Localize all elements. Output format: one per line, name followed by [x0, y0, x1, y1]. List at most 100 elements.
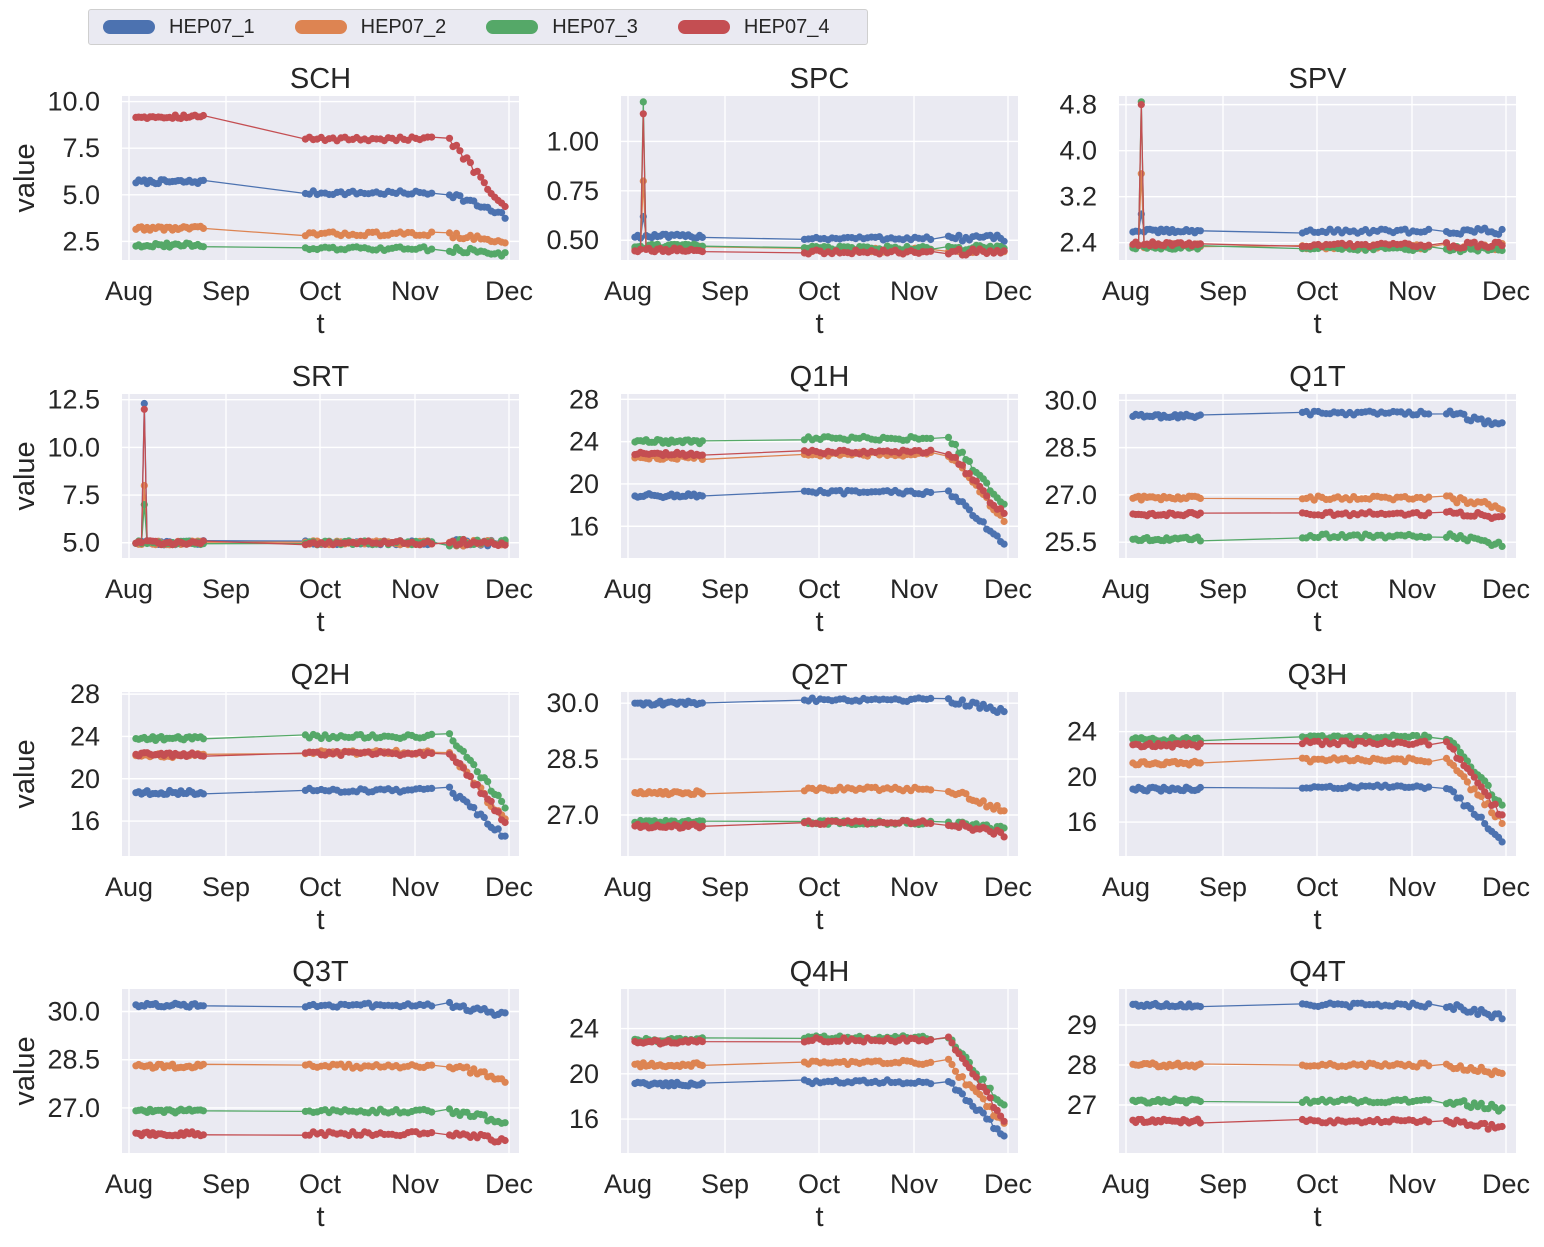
- data-point: [1425, 1118, 1433, 1126]
- data-point: [698, 248, 707, 256]
- data-point: [698, 699, 707, 707]
- x-tick-label: Aug: [604, 1169, 652, 1199]
- data-point: [494, 808, 502, 816]
- data-point: [948, 1079, 956, 1087]
- data-point: [955, 231, 963, 239]
- data-point: [927, 446, 935, 454]
- data-point: [958, 696, 967, 704]
- data-point: [428, 133, 436, 141]
- series-hep07-3: [1129, 1095, 1506, 1115]
- data-point: [698, 790, 707, 798]
- data-point: [428, 228, 436, 236]
- x-axis-label: t: [1313, 308, 1321, 340]
- data-point: [636, 245, 645, 253]
- data-point: [459, 747, 467, 755]
- x-tick-label: Dec: [984, 872, 1032, 902]
- data-point: [456, 192, 464, 200]
- y-tick-label: 5.0: [62, 180, 100, 210]
- y-tick-label: 27.0: [1044, 480, 1097, 510]
- y-tick-label: 27.0: [47, 1093, 100, 1123]
- legend-label: HEP07_3: [552, 15, 638, 38]
- data-point: [449, 737, 457, 745]
- data-point: [1498, 506, 1506, 514]
- x-tick-label: Nov: [391, 574, 440, 604]
- data-point: [698, 451, 707, 459]
- data-point: [927, 235, 935, 244]
- subplot-title: SRT: [292, 361, 350, 393]
- series-hep07-4: [1129, 737, 1506, 819]
- x-tick-label: Aug: [105, 872, 153, 902]
- data-point: [983, 479, 991, 487]
- x-tick-label: Sep: [1199, 872, 1247, 902]
- data-point: [972, 1073, 980, 1081]
- data-point: [965, 469, 974, 478]
- x-tick-label: Aug: [105, 1169, 153, 1199]
- y-tick-label: 30.0: [47, 997, 100, 1027]
- data-point: [1470, 773, 1478, 781]
- y-tick-label: 28: [1067, 1050, 1097, 1080]
- legend-item-hep07-1: HEP07_1: [103, 16, 255, 39]
- data-point: [698, 492, 707, 500]
- data-point: [1498, 801, 1506, 809]
- x-tick-label: Sep: [701, 1169, 749, 1199]
- data-point: [1425, 493, 1433, 501]
- data-point: [1000, 708, 1008, 716]
- data-point: [445, 998, 454, 1007]
- subplot-q4h: Aug Sep Oct Nov Dec 24 20 16 Q4H t: [569, 956, 1032, 1233]
- data-point: [456, 147, 464, 155]
- y-tick-label: 27.0: [546, 800, 599, 830]
- y-tick-label: 24: [70, 721, 100, 751]
- x-axis-label: t: [1313, 1201, 1321, 1233]
- y-tick-label: 2.4: [1059, 228, 1097, 258]
- x-tick-label: Sep: [701, 872, 749, 902]
- data-point: [965, 1064, 974, 1072]
- subplot-title: Q4T: [1289, 956, 1346, 988]
- series-hep07-3: [132, 1105, 509, 1127]
- data-point: [698, 1061, 707, 1069]
- x-tick-label: Sep: [1199, 574, 1247, 604]
- subplot-sch: Aug Sep Oct Nov Dec 10.0 7.5 5.0 2.5 SCH t value: [9, 63, 533, 340]
- data-point: [639, 110, 647, 118]
- data-point: [140, 481, 148, 490]
- data-point: [470, 804, 478, 812]
- y-tick-label: 1.00: [546, 126, 599, 156]
- x-axis-label: t: [316, 606, 324, 638]
- legend-item-hep07-3: HEP07_3: [486, 16, 638, 39]
- legend-swatch: [294, 20, 347, 34]
- data-point: [428, 1002, 436, 1010]
- series-hep07-2: [631, 783, 1008, 815]
- data-point: [979, 797, 987, 805]
- data-point: [983, 1088, 991, 1096]
- data-point: [501, 832, 509, 840]
- data-point: [466, 772, 474, 781]
- data-point: [1196, 509, 1204, 517]
- series-hep07-1: [1129, 210, 1506, 238]
- series-hep07-2: [1129, 492, 1506, 514]
- y-tick-label: 25.5: [1044, 527, 1097, 557]
- data-point: [927, 488, 935, 497]
- legend-swatch: [103, 20, 155, 34]
- data-point: [958, 1090, 967, 1098]
- x-tick-label: Oct: [299, 276, 342, 306]
- data-point: [1498, 819, 1506, 828]
- data-point: [1453, 499, 1461, 507]
- data-point: [1484, 781, 1492, 790]
- series-hep07-2: [631, 1055, 1008, 1127]
- data-point: [494, 825, 502, 833]
- data-point: [1196, 411, 1204, 419]
- data-point: [1000, 1101, 1008, 1109]
- x-tick-label: Nov: [890, 872, 939, 902]
- data-point: [428, 1129, 436, 1137]
- x-axis-label: t: [1313, 606, 1321, 638]
- y-tick-label: 20: [70, 764, 100, 794]
- subplot-title: Q2H: [291, 659, 351, 691]
- subplot-q2t: Aug Sep Oct Nov Dec 30.0 28.5 27.0 Q2T t: [546, 659, 1032, 936]
- data-point: [1477, 813, 1485, 821]
- x-tick-label: Oct: [1296, 872, 1339, 902]
- series-hep07-3: [631, 432, 1008, 508]
- data-point: [463, 1063, 471, 1071]
- series-hep07-2: [1129, 754, 1506, 828]
- data-point: [1470, 785, 1478, 793]
- data-point: [428, 749, 436, 758]
